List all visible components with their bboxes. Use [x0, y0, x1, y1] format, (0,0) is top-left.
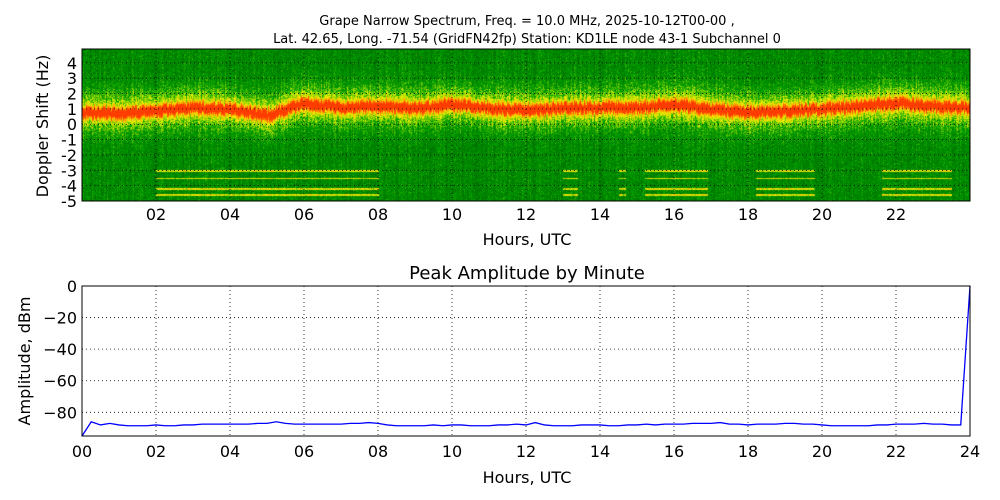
spectrogram-xlabel: Hours, UTC — [483, 230, 572, 249]
amplitude-y-tick-label: 0 — [67, 277, 77, 296]
amplitude-x-tick-label: 22 — [886, 442, 906, 461]
amplitude-x-tick-label: 08 — [368, 442, 388, 461]
spectrogram-y-tick-label: 0 — [67, 115, 77, 134]
spectrogram-y-tick-label: 1 — [67, 100, 77, 119]
amplitude-x-tick-label: 02 — [146, 442, 166, 461]
spectrogram-y-tick-label: -1 — [61, 131, 77, 150]
amplitude-line — [81, 285, 971, 437]
spectrogram-y-tick-label: 4 — [67, 54, 77, 73]
spectrogram-x-tick-label: 22 — [886, 205, 906, 224]
spectrogram-y-tick-label: -5 — [61, 192, 77, 211]
spectrogram-x-tick-label: 06 — [294, 205, 314, 224]
amplitude-x-tick-label: 12 — [516, 442, 536, 461]
amplitude-x-tick-label: 16 — [664, 442, 684, 461]
spectrogram-y-tick-label: 3 — [67, 69, 77, 88]
amplitude-frame — [81, 285, 971, 437]
amplitude-y-tick-label: −20 — [43, 309, 77, 328]
spectrogram-x-tick-label: 02 — [146, 205, 166, 224]
spectrogram-x-tick-label: 12 — [516, 205, 536, 224]
spectrogram-x-tick-label: 14 — [590, 205, 610, 224]
spectrogram-y-tick-label: -3 — [61, 161, 77, 180]
amplitude-xlabel: Hours, UTC — [483, 468, 572, 487]
amplitude-y-tick-label: −40 — [43, 340, 77, 359]
amplitude-x-tick-label: 04 — [220, 442, 240, 461]
spectrogram-frame — [81, 48, 971, 202]
amplitude-x-tick-label: 18 — [738, 442, 758, 461]
spectrogram-x-tick-label: 04 — [220, 205, 240, 224]
spectrogram-x-tick-label: 08 — [368, 205, 388, 224]
amplitude-x-tick-label: 14 — [590, 442, 610, 461]
amplitude-x-tick-label: 00 — [72, 442, 92, 461]
spectrogram-y-tick-label: 2 — [67, 85, 77, 104]
spectrogram-x-tick-label: 16 — [664, 205, 684, 224]
amplitude-x-tick-label: 24 — [960, 442, 980, 461]
amplitude-title: Peak Amplitude by Minute — [409, 263, 645, 284]
amplitude-y-tick-label: −80 — [43, 403, 77, 422]
spectrogram-y-tick-label: -2 — [61, 146, 77, 165]
spectrogram-title-line2: Lat. 42.65, Long. -71.54 (GridFN42fp) St… — [273, 32, 781, 47]
amplitude-x-tick-label: 10 — [442, 442, 462, 461]
spectrogram-x-tick-label: 20 — [812, 205, 832, 224]
amplitude-x-tick-label: 20 — [812, 442, 832, 461]
spectrogram-x-tick-label: 10 — [442, 205, 462, 224]
spectrogram-title-line1: Grape Narrow Spectrum, Freq. = 10.0 MHz,… — [319, 14, 734, 29]
amplitude-ylabel: Amplitude, dBm — [15, 297, 34, 426]
spectrogram-y-tick-label: -4 — [61, 177, 77, 196]
amplitude-y-tick-label: −60 — [43, 372, 77, 391]
spectrogram-ylabel: Doppler Shift (Hz) — [33, 55, 52, 198]
amplitude-x-tick-label: 06 — [294, 442, 314, 461]
spectrogram-x-tick-label: 18 — [738, 205, 758, 224]
